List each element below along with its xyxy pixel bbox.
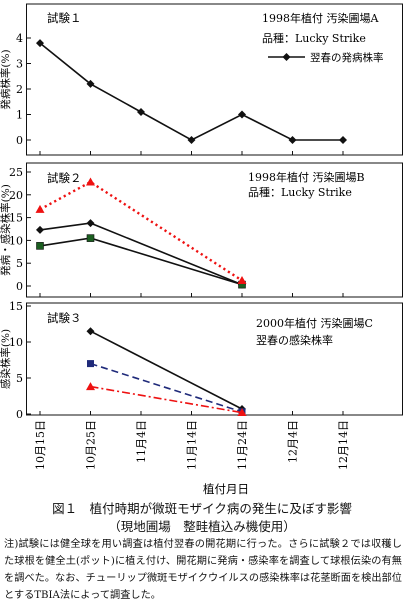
data-series-2 xyxy=(36,234,246,289)
panel-info-line: 翌春の感染株率 xyxy=(256,333,333,347)
y-axis-title: 発病・感染株率(%) xyxy=(0,184,12,276)
data-point-marker xyxy=(237,276,247,285)
data-point-marker xyxy=(282,53,291,61)
y-tick-label: 0 xyxy=(16,280,23,293)
y-tick-label: 20 xyxy=(9,189,23,202)
series-line xyxy=(39,237,243,286)
series-line xyxy=(90,385,243,414)
y-axis-title: 感染株率(%) xyxy=(0,329,12,389)
data-series-3 xyxy=(35,177,247,285)
data-point-marker xyxy=(187,136,196,144)
x-tick-label: 11月24日 xyxy=(236,420,249,470)
y-tick-label: 4 xyxy=(16,32,23,45)
panel-frame xyxy=(26,302,403,416)
panel-label: 試験３ xyxy=(47,311,82,325)
y-tick-label: 10 xyxy=(9,234,23,247)
legend-entry: 翌春の発病株率 xyxy=(268,51,384,64)
x-tick-label: 12月14日 xyxy=(337,420,350,470)
data-point-marker xyxy=(36,225,44,234)
series-line xyxy=(90,362,243,413)
data-point-marker xyxy=(35,204,45,213)
chart-panel-3: 0 5 10 15 感染株率(%) 試験３ 2000年植付 汚染圃場C 翌春の感染株率 xyxy=(0,300,403,421)
y-tick-label: 15 xyxy=(9,212,23,225)
x-tick-label: 12月4日 xyxy=(287,420,300,463)
chart-panel-1: 0 1 2 3 4 発病株率(%) 試験１ 1998年植付 汚染圃場A 品種：Lucky Str… xyxy=(0,3,403,156)
data-series-3 xyxy=(86,382,247,417)
panel-info-line: 2000年植付 汚染圃場C xyxy=(256,316,373,330)
x-tick-label: 10月25日 xyxy=(85,420,98,470)
data-point-marker xyxy=(86,177,95,186)
y-tick-label: 5 xyxy=(16,257,23,270)
series-line xyxy=(90,330,243,410)
panel-info-line: 品種：Lucky Strike xyxy=(248,185,352,199)
figure-caption-subtitle: （現地圃場 整畦植込み機使用） xyxy=(108,519,296,534)
panel-info-line: 1998年植付 汚染圃場A xyxy=(262,11,379,25)
data-point-marker xyxy=(87,360,94,368)
y-tick-label: 0 xyxy=(16,408,23,421)
x-axis-title: 植付月日 xyxy=(203,482,249,496)
figure-panels: 0 1 2 3 4 発病株率(%) 試験１ 1998年植付 汚染圃場A 品種：Lucky Str… xyxy=(0,3,403,496)
data-point-marker xyxy=(288,136,297,144)
y-tick-label: 3 xyxy=(16,58,23,71)
panel-info-line: 1998年植付 汚染圃場B xyxy=(248,170,365,184)
data-point-marker xyxy=(339,136,347,144)
data-point-marker xyxy=(36,39,44,48)
figure-caption-title: 図１ 植付時期が微斑モザイク病の発生に及ぼす影響 xyxy=(52,501,352,516)
data-point-marker xyxy=(36,242,44,250)
panel-frame xyxy=(26,3,403,156)
y-axis-title: 発病株率(%) xyxy=(0,49,12,109)
y-tick-label: 25 xyxy=(9,166,23,179)
data-point-marker xyxy=(237,408,247,417)
panel-label: 試験２ xyxy=(47,171,82,185)
data-point-marker xyxy=(86,79,95,88)
data-series-2 xyxy=(87,360,246,416)
chart-panel-2: 0 5 10 15 20 25 発病・感染株率(%) 試験２ 1998年植付 汚染圃場B品種：L… xyxy=(0,162,403,298)
x-tick-label: 11月14日 xyxy=(186,420,199,470)
panel-frame xyxy=(26,162,403,298)
data-point-marker xyxy=(86,219,95,228)
legend-label: 翌春の発病株率 xyxy=(310,51,384,64)
series-line xyxy=(39,180,243,282)
data-series-1 xyxy=(36,39,347,144)
y-tick-label: 5 xyxy=(16,372,23,385)
y-tick-label: 15 xyxy=(9,300,23,313)
y-tick-label: 1 xyxy=(16,109,23,122)
data-point-marker xyxy=(238,110,246,119)
figure-notes: 注)試験には健全球を用い調査は植付翌春の開花期に行った。さらに試験２では収穫した… xyxy=(4,539,402,601)
x-tick-label: 10月15日 xyxy=(34,420,47,470)
data-point-marker xyxy=(86,382,95,391)
y-tick-label: 10 xyxy=(9,336,23,349)
y-tick-label: 0 xyxy=(16,134,23,147)
data-point-marker xyxy=(86,327,95,336)
data-point-marker xyxy=(137,107,145,116)
panel-label: 試験１ xyxy=(47,11,82,25)
panel-info-line: 品種：Lucky Strike xyxy=(262,31,366,45)
data-point-marker xyxy=(86,234,95,242)
x-tick-label: 11月4日 xyxy=(135,420,148,463)
y-tick-label: 2 xyxy=(16,83,23,96)
